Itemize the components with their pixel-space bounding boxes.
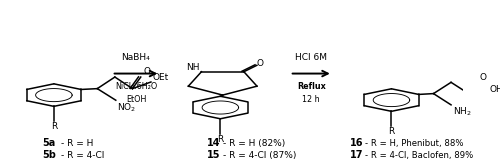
Text: 14: 14 <box>206 138 220 148</box>
Text: OEt: OEt <box>152 72 168 81</box>
Text: - R = 4-Cl, Baclofen, 89%: - R = 4-Cl, Baclofen, 89% <box>365 151 474 160</box>
Text: NH$_2$: NH$_2$ <box>453 106 471 118</box>
Text: NaBH₄: NaBH₄ <box>122 53 150 62</box>
Text: - R = 4-Cl (87%): - R = 4-Cl (87%) <box>222 151 296 160</box>
Text: Reflux: Reflux <box>297 82 326 91</box>
Text: 15: 15 <box>206 150 220 160</box>
Text: 5b: 5b <box>42 150 56 160</box>
Text: 12 h: 12 h <box>302 95 320 104</box>
Text: R: R <box>388 127 394 136</box>
Text: O: O <box>143 67 150 76</box>
Text: - R = H (82%): - R = H (82%) <box>222 139 285 148</box>
Text: NO$_2$: NO$_2$ <box>117 101 136 114</box>
Text: R: R <box>50 122 57 131</box>
Text: R: R <box>217 134 224 143</box>
Text: NH: NH <box>186 63 200 72</box>
Text: - R = 4-Cl: - R = 4-Cl <box>61 151 104 160</box>
Text: OH: OH <box>490 85 500 94</box>
Text: - R = H: - R = H <box>61 139 93 148</box>
Text: 5a: 5a <box>42 138 56 148</box>
Text: HCl 6M: HCl 6M <box>295 53 327 62</box>
Text: 16: 16 <box>350 138 364 148</box>
Text: EtOH: EtOH <box>126 95 146 104</box>
Text: O: O <box>256 59 263 68</box>
Text: NiCl₂.6H₂O: NiCl₂.6H₂O <box>115 82 157 91</box>
Text: 17: 17 <box>350 150 364 160</box>
Text: - R = H, Phenibut, 88%: - R = H, Phenibut, 88% <box>365 139 464 148</box>
Text: O: O <box>480 72 486 81</box>
